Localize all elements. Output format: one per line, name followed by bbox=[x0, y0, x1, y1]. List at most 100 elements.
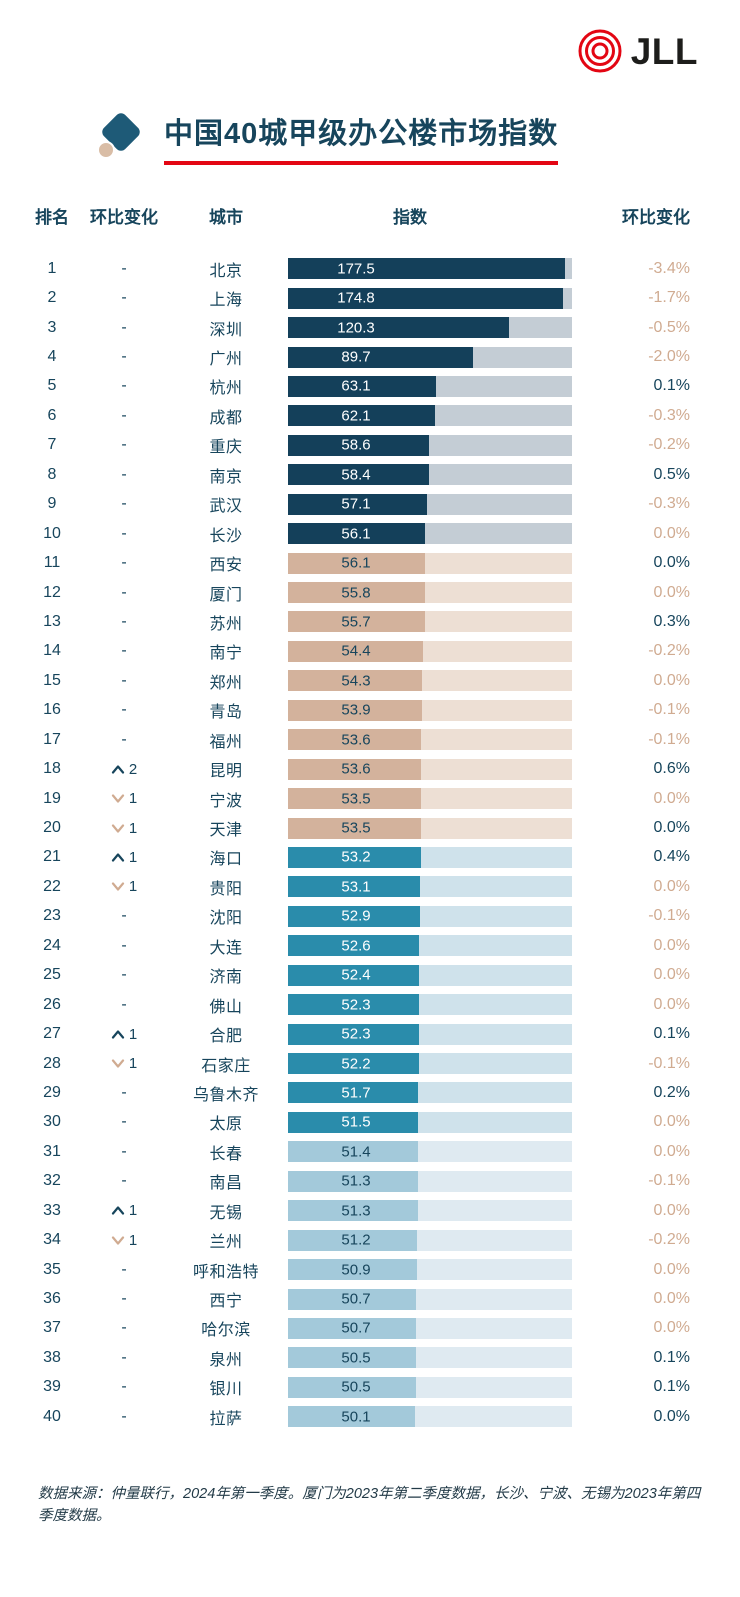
rank-change-cell: - bbox=[84, 701, 164, 719]
index-value: 53.5 bbox=[341, 790, 371, 808]
index-value: 50.7 bbox=[341, 1319, 371, 1337]
city-label: 长春 bbox=[209, 1145, 243, 1163]
rank-cell: 16 bbox=[43, 701, 61, 719]
rank-down-icon bbox=[111, 823, 124, 833]
pct-change-cell: -3.4% bbox=[648, 259, 690, 277]
index-value: 50.1 bbox=[341, 1408, 371, 1426]
city-label: 南京 bbox=[209, 468, 243, 486]
pct-change-cell: 0.4% bbox=[653, 848, 690, 866]
rank-cell: 35 bbox=[43, 1260, 61, 1278]
table-row: 5 - 杭州 63.1 0.1% bbox=[0, 372, 740, 401]
city-label: 太原 bbox=[209, 1116, 243, 1134]
table-row: 20 1 天津 53.5 0.0% bbox=[0, 813, 740, 842]
index-bar-fill bbox=[288, 994, 419, 1016]
pct-change-cell: -2.0% bbox=[648, 348, 690, 366]
index-value: 53.5 bbox=[341, 819, 371, 837]
table-body: 1- 北京 177.5 -3.4% 2- 上海 174.8 -1.7% 3- 深圳 120.3 -0.… bbox=[0, 254, 740, 1432]
rank-change-cell: - bbox=[84, 289, 164, 307]
rank-cell: 6 bbox=[47, 406, 57, 424]
rank-move-count: 1 bbox=[128, 848, 138, 866]
header-rank: 排名 bbox=[35, 207, 69, 227]
index-bar-fill bbox=[288, 935, 420, 957]
index-bar-fill bbox=[288, 464, 429, 486]
bar-cell: 89.7 bbox=[288, 346, 572, 368]
index-value: 53.1 bbox=[341, 878, 371, 896]
rank-move-count: 2 bbox=[128, 760, 138, 778]
no-change-dash: - bbox=[121, 612, 127, 630]
bar-cell: 52.3 bbox=[288, 994, 572, 1016]
pct-change-cell: 0.0% bbox=[653, 1319, 690, 1337]
title-diamond-icon bbox=[96, 110, 144, 162]
city-label: 佛山 bbox=[209, 998, 243, 1016]
city-label: 武汉 bbox=[209, 498, 243, 516]
no-change-dash: - bbox=[121, 1260, 127, 1278]
rank-move-count: 1 bbox=[128, 1025, 138, 1043]
index-bar-fill bbox=[288, 611, 425, 633]
rank-change-cell: - bbox=[84, 407, 164, 425]
index-value: 52.3 bbox=[341, 996, 371, 1014]
index-bar-track: 120.3 bbox=[288, 317, 572, 339]
page-title: 中国40城甲级办公楼市场指数 bbox=[164, 110, 559, 165]
index-bar-fill bbox=[288, 1111, 418, 1133]
table-row: 26 - 佛山 52.3 0.0% bbox=[0, 990, 740, 1019]
index-value: 62.1 bbox=[341, 407, 371, 425]
city-label: 福州 bbox=[209, 733, 243, 751]
rank-cell: 3 bbox=[47, 318, 57, 336]
pct-change-cell: 0.3% bbox=[653, 612, 690, 630]
pct-change-cell: 0.0% bbox=[653, 1290, 690, 1308]
no-change-dash: - bbox=[121, 259, 127, 277]
index-bar-track: 51.5 bbox=[288, 1111, 572, 1133]
index-value: 51.5 bbox=[341, 1113, 371, 1131]
header-pct-change: 环比变化 bbox=[622, 207, 690, 227]
index-bar-track: 177.5 bbox=[288, 258, 572, 280]
index-bar-track: 53.5 bbox=[288, 788, 572, 810]
city-label: 长沙 bbox=[209, 527, 243, 545]
index-value: 53.2 bbox=[341, 848, 371, 866]
city-label: 乌鲁木齐 bbox=[192, 1086, 259, 1104]
index-value: 50.5 bbox=[341, 1378, 371, 1396]
bar-cell: 56.1 bbox=[288, 523, 572, 545]
rank-change-cell: - bbox=[84, 1084, 164, 1102]
rank-down-icon bbox=[111, 794, 124, 803]
jll-logo-text: JLL bbox=[630, 30, 698, 72]
pct-change-cell: 0.0% bbox=[653, 554, 690, 572]
index-bar-fill bbox=[288, 640, 423, 662]
pct-change-cell: 0.6% bbox=[653, 760, 690, 778]
rank-change-cell: - bbox=[84, 1261, 164, 1279]
rank-change-cell: - bbox=[84, 319, 164, 337]
no-change-dash: - bbox=[121, 436, 127, 454]
city-label: 西宁 bbox=[209, 1293, 243, 1311]
index-bar-track: 53.9 bbox=[288, 699, 572, 721]
bar-cell: 55.7 bbox=[288, 611, 572, 633]
table-row: 8 - 南京 58.4 0.5% bbox=[0, 460, 740, 489]
no-change-dash: - bbox=[121, 671, 127, 689]
no-change-dash: - bbox=[121, 1378, 127, 1396]
rank-cell: 40 bbox=[43, 1407, 61, 1425]
rank-change-cell: 1 bbox=[84, 849, 164, 866]
city-label: 昆明 bbox=[209, 763, 243, 781]
no-change-dash: - bbox=[121, 289, 127, 307]
index-value: 50.7 bbox=[341, 1290, 371, 1308]
index-value: 55.8 bbox=[341, 584, 371, 602]
index-bar-track: 56.1 bbox=[288, 523, 572, 545]
header-rank-change: 环比变化 bbox=[90, 207, 158, 227]
rank-cell: 4 bbox=[47, 348, 57, 366]
rank-move-count: 1 bbox=[128, 1202, 138, 1220]
bar-cell: 52.3 bbox=[288, 1023, 572, 1045]
index-bar-track: 51.4 bbox=[288, 1141, 572, 1163]
pct-change-cell: -1.7% bbox=[648, 289, 690, 307]
index-bar-fill bbox=[288, 699, 422, 721]
index-value: 177.5 bbox=[337, 260, 375, 278]
index-bar-fill bbox=[288, 817, 421, 839]
header-index: 指数 bbox=[393, 207, 427, 227]
index-bar-track: 51.3 bbox=[288, 1200, 572, 1222]
city-label: 大连 bbox=[209, 939, 243, 957]
index-bar-fill bbox=[288, 1200, 418, 1222]
bar-cell: 55.8 bbox=[288, 582, 572, 604]
jll-logo-mark-icon bbox=[578, 29, 622, 73]
rank-change-cell: - bbox=[84, 996, 164, 1014]
rank-change-cell: 2 bbox=[84, 761, 164, 778]
index-bar-fill bbox=[288, 788, 421, 810]
index-bar-track: 53.1 bbox=[288, 876, 572, 898]
index-value: 50.5 bbox=[341, 1349, 371, 1367]
